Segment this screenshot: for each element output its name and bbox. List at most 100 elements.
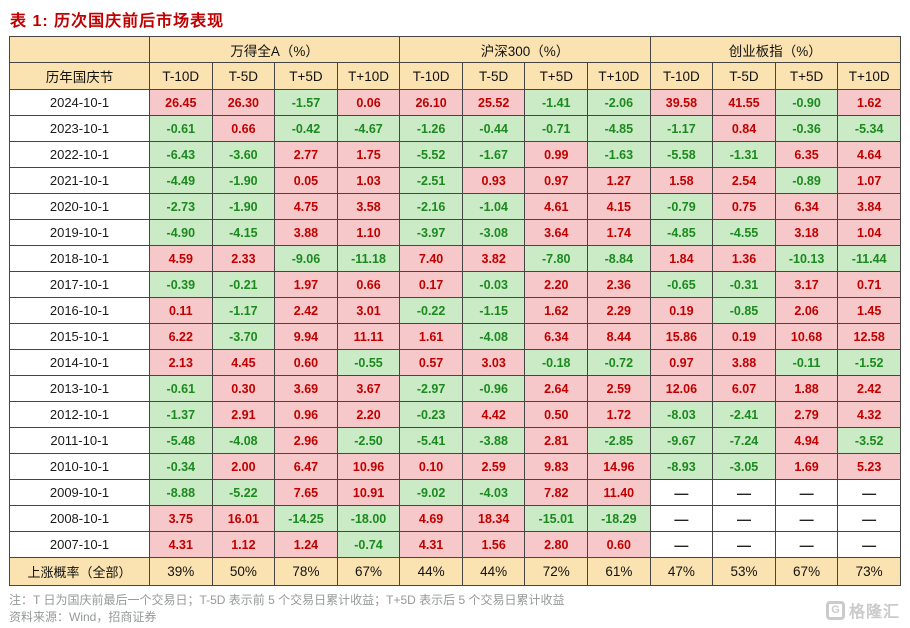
value-cell: 10.96 (336, 453, 401, 480)
value-cell: 1.10 (336, 219, 401, 246)
value-cell: 8.44 (587, 323, 651, 350)
value-cell: 2.79 (774, 401, 839, 428)
value-cell: -18.00 (336, 505, 401, 532)
value-cell: 0.84 (712, 115, 776, 142)
summary-value-cell: 72% (524, 557, 589, 586)
value-cell: 11.40 (587, 479, 651, 506)
value-cell: 3.69 (274, 375, 338, 402)
value-cell: 0.66 (211, 115, 276, 142)
value-cell: -0.36 (774, 115, 839, 142)
value-cell: 0.96 (274, 401, 338, 428)
value-cell: 2.96 (274, 427, 338, 454)
value-cell: -4.85 (649, 219, 714, 246)
value-cell: 1.56 (461, 531, 526, 558)
summary-value-cell: 53% (712, 557, 776, 586)
value-cell: 4.64 (837, 141, 901, 168)
value-cell: -10.13 (774, 245, 839, 272)
value-cell: 0.19 (712, 323, 776, 350)
subheader-cell: T-10D (649, 62, 714, 90)
value-cell-na: — (837, 505, 901, 532)
table-row: 2014-10-1 2.13 4.45 0.60 -0.55 0.57 3.03 -0.18-… (9, 349, 901, 376)
value-cell: -5.41 (399, 427, 463, 454)
value-cell: 15.86 (649, 323, 714, 350)
value-cell: -2.50 (336, 427, 401, 454)
value-cell: -3.88 (461, 427, 526, 454)
summary-value-cell: 78% (274, 557, 338, 586)
value-cell: 7.65 (274, 479, 338, 506)
value-cell: -8.84 (587, 245, 651, 272)
value-cell: 0.10 (399, 453, 463, 480)
value-cell: 1.75 (336, 141, 401, 168)
value-cell: 3.88 (712, 349, 776, 376)
value-cell: -3.70 (211, 323, 276, 350)
value-cell: -4.67 (336, 115, 401, 142)
value-cell: 4.42 (461, 401, 526, 428)
value-cell: -0.23 (399, 401, 463, 428)
value-cell: -4.03 (461, 479, 526, 506)
value-cell: 2.81 (524, 427, 589, 454)
gelonghui-watermark: G 格隆汇 (825, 598, 900, 622)
value-cell: 2.00 (211, 453, 276, 480)
value-cell: -3.08 (461, 219, 526, 246)
value-cell: 0.60 (274, 349, 338, 376)
value-cell: 4.94 (774, 427, 839, 454)
group-header-chinext: 创业板指（%） (649, 36, 902, 63)
subheader-cell: T+5D (274, 62, 338, 90)
value-cell: 3.64 (524, 219, 589, 246)
value-cell: -0.03 (461, 271, 526, 298)
value-cell: 1.12 (211, 531, 276, 558)
value-cell: 9.94 (274, 323, 338, 350)
value-cell: -1.17 (211, 297, 276, 324)
value-cell: 0.75 (712, 193, 776, 220)
value-cell: 0.99 (524, 141, 589, 168)
value-cell: -3.60 (211, 141, 276, 168)
value-cell: 2.42 (837, 375, 901, 402)
value-cell: 0.57 (399, 349, 463, 376)
summary-row: 上涨概率（全部） 39% 50% 78% 67% 44% 44% 72% 61% 47% 53% 6… (9, 557, 901, 586)
value-cell: 4.32 (837, 401, 901, 428)
value-cell: 2.54 (712, 167, 776, 194)
corner-label-cell: 历年国庆节 (9, 62, 150, 90)
value-cell: 2.91 (211, 401, 276, 428)
value-cell: 1.04 (837, 219, 901, 246)
row-date: 2019-10-1 (9, 219, 150, 246)
row-date: 2021-10-1 (9, 167, 150, 194)
value-cell: 2.20 (524, 271, 589, 298)
value-cell: 3.01 (336, 297, 401, 324)
value-cell: -5.58 (649, 141, 714, 168)
value-cell: 1.45 (837, 297, 901, 324)
value-cell: -0.18 (524, 349, 589, 376)
value-cell: -0.71 (524, 115, 589, 142)
value-cell: 1.97 (274, 271, 338, 298)
value-cell: 1.69 (774, 453, 839, 480)
value-cell: -9.67 (649, 427, 714, 454)
subheader-cell: T+10D (837, 62, 901, 90)
value-cell: 3.03 (461, 349, 526, 376)
value-cell: 5.23 (837, 453, 901, 480)
value-cell: 0.11 (149, 297, 213, 324)
row-date: 2020-10-1 (9, 193, 150, 220)
row-date: 2008-10-1 (9, 505, 150, 532)
value-cell: 2.29 (587, 297, 651, 324)
value-cell: -0.74 (336, 531, 401, 558)
value-cell-na: — (774, 531, 839, 558)
footnotes: 注：T 日为国庆前最后一个交易日；T-5D 表示前 5 个交易日累计收益；T+5… (9, 592, 910, 626)
value-cell: 0.17 (399, 271, 463, 298)
value-cell: -0.85 (712, 297, 776, 324)
value-cell: 2.20 (336, 401, 401, 428)
value-cell: -0.21 (211, 271, 276, 298)
value-cell: 26.45 (149, 89, 213, 116)
row-date: 2016-10-1 (9, 297, 150, 324)
gelonghui-logo-text: 格隆汇 (848, 604, 900, 621)
table-row: 2024-10-1 26.45 26.30 -1.57 0.06 26.10 25.52 -1… (9, 89, 901, 116)
value-cell: -4.08 (461, 323, 526, 350)
value-cell: 0.05 (274, 167, 338, 194)
value-cell: 3.88 (274, 219, 338, 246)
value-cell: -3.97 (399, 219, 463, 246)
value-cell-na: — (712, 531, 776, 558)
value-cell: -0.61 (149, 115, 213, 142)
value-cell: 2.13 (149, 349, 213, 376)
row-date: 2012-10-1 (9, 401, 150, 428)
summary-value-cell: 47% (649, 557, 714, 586)
value-cell: 9.83 (524, 453, 589, 480)
